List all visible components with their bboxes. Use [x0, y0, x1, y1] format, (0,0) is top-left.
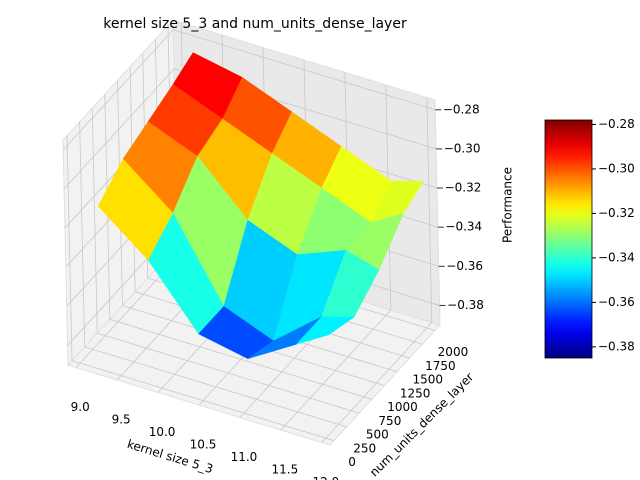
- y-tick-label: 1250: [400, 386, 431, 400]
- colorbar-tick-label: −0.34: [598, 250, 635, 264]
- x-tick-label: 9.0: [71, 400, 90, 414]
- x-tick-label: 9.5: [112, 413, 131, 427]
- grid-line: [109, 318, 372, 400]
- grid-line: [321, 322, 433, 443]
- grid-line: [173, 29, 436, 111]
- colorbar-tick-label: −0.30: [598, 161, 635, 175]
- x-tick-label: 12.0: [312, 475, 339, 480]
- y-tick-label: 0: [348, 455, 356, 469]
- z-tick-label: −0.36: [446, 259, 483, 273]
- x-tick-label: 10.5: [190, 438, 217, 452]
- grid-line: [426, 97, 433, 323]
- surface: [97, 52, 424, 359]
- grid-line: [63, 68, 175, 190]
- grid-line: [97, 332, 360, 414]
- grid-line: [91, 108, 98, 334]
- chart-title: kernel size 5_3 and num_units_dense_laye…: [103, 16, 407, 32]
- colorbar-tick-label: −0.28: [598, 117, 635, 131]
- y-tick-label: 1500: [412, 373, 443, 387]
- grid-line: [84, 346, 347, 428]
- z-tick-label: −0.32: [445, 181, 482, 195]
- y-tick-label: 1750: [425, 359, 456, 373]
- surface-patch: [295, 316, 355, 345]
- z-tick-label: −0.34: [445, 220, 482, 234]
- z-tick-label: −0.38: [447, 298, 484, 312]
- grid-line: [66, 135, 73, 361]
- grid-line: [71, 360, 335, 441]
- x-tick-label: 11.0: [231, 450, 258, 464]
- colorbar-tick-label: −0.38: [598, 339, 635, 353]
- x-tick-label: 10.0: [149, 425, 176, 439]
- z-tick-label: −0.30: [444, 141, 481, 155]
- grid-line: [79, 121, 86, 347]
- z-axis-label: Performance: [501, 167, 515, 243]
- grid-line: [280, 309, 392, 431]
- y-tick-label: 1000: [387, 400, 418, 414]
- y-tick-label: 250: [353, 441, 376, 455]
- z-tick-label: −0.28: [443, 102, 480, 116]
- colorbar: [544, 119, 593, 359]
- y-tick-label: 500: [366, 428, 389, 442]
- labels: 9.0 9.5 10.0 10.5 11.0 11.5 12.0 02505007501000…: [71, 102, 484, 480]
- colorbar-tick-label: −0.32: [598, 206, 635, 220]
- colorbar-tick-label: −0.36: [598, 295, 635, 309]
- y-tick-label: 750: [378, 414, 401, 428]
- x-tick-label: 11.5: [272, 463, 299, 477]
- y-tick-label: 2000: [438, 345, 469, 359]
- grid-line: [62, 29, 174, 151]
